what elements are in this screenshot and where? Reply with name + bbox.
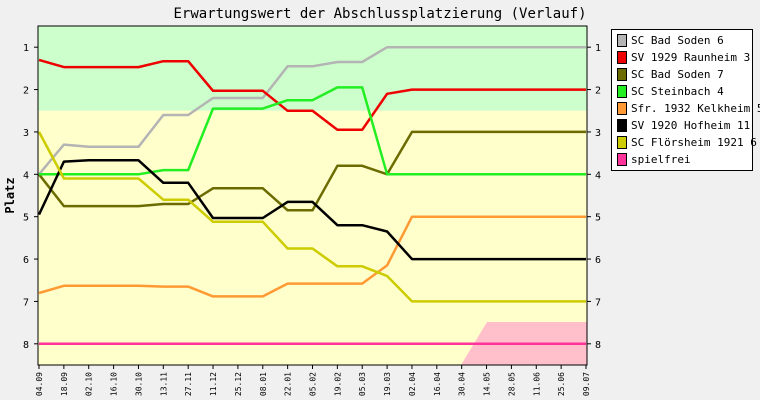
x-tick-label-14: 19.03 — [383, 372, 392, 396]
x-tick-label-8: 25.12 — [234, 372, 243, 396]
legend-label-0: SC Bad Soden 6 — [631, 34, 724, 47]
y-tick-label-right-6: 7 — [595, 297, 601, 308]
legend-item-7: spielfrei — [617, 151, 752, 168]
y-tick-label-right-1: 2 — [595, 86, 601, 97]
x-tick-label-12: 19.02 — [333, 372, 342, 396]
series-line-5 — [37, 159, 586, 261]
x-tick-label-15: 02.04 — [408, 372, 417, 396]
x-tick-label-7: 11.12 — [209, 372, 218, 396]
legend-swatch-4 — [617, 102, 627, 115]
x-tick-label-9: 08.01 — [259, 372, 268, 396]
legend-item-0: SC Bad Soden 6 — [617, 32, 752, 49]
x-tick-label-0: 04.09 — [35, 372, 44, 396]
series-layer — [37, 45, 586, 346]
legend-item-1: SV 1929 Raunheim 3 — [617, 49, 752, 66]
y-tick-label-left-4: 5 — [23, 213, 29, 224]
chart-legend: SC Bad Soden 6 SV 1929 Raunheim 3 SC Bad S… — [611, 29, 760, 171]
legend-swatch-2 — [617, 68, 627, 81]
y-tick-label-right-7: 8 — [595, 340, 601, 351]
series-line-6 — [37, 131, 586, 303]
x-tick-label-22: 09.07 — [582, 372, 591, 396]
legend-item-4: Sfr. 1932 Kelkheim 5 — [617, 100, 760, 117]
series-line-0 — [38, 45, 586, 176]
y-tick-label-left-1: 2 — [23, 86, 29, 97]
x-tick-label-11: 05.02 — [309, 372, 318, 396]
y-tick-label-left-7: 8 — [23, 340, 29, 351]
legend-swatch-3 — [617, 85, 627, 98]
x-tick-label-17: 30.04 — [458, 372, 467, 396]
y-axis-label: Platz — [3, 177, 17, 213]
x-tick-label-20: 11.06 — [532, 372, 541, 396]
legend-swatch-7 — [617, 153, 627, 166]
legend-label-1: SV 1929 Raunheim 3 — [631, 51, 751, 64]
legend-swatch-6 — [617, 136, 627, 149]
legend-label-7: spielfrei — [631, 153, 691, 166]
legend-item-2: SC Bad Soden 7 — [617, 66, 752, 83]
y-tick-label-right-2: 3 — [595, 128, 601, 139]
x-tick-label-1: 18.09 — [60, 372, 69, 396]
x-tick-label-13: 05.03 — [358, 372, 367, 396]
series-line-4 — [38, 215, 586, 298]
legend-swatch-0 — [617, 34, 627, 47]
x-tick-label-16: 16.04 — [433, 372, 442, 396]
legend-item-5: SV 1920 Hofheim 11 — [617, 117, 752, 134]
series-line-1 — [38, 58, 586, 132]
x-tick-label-5: 13.11 — [159, 372, 168, 396]
x-tick-label-10: 22.01 — [284, 372, 293, 396]
y-tick-label-right-3: 4 — [595, 170, 601, 181]
y-tick-label-left-2: 3 — [23, 128, 29, 139]
y-tick-label-right-5: 6 — [595, 255, 601, 266]
zones-layer — [38, 26, 587, 365]
x-tick-label-21: 25.06 — [557, 372, 566, 396]
y-tick-label-left-6: 7 — [23, 297, 29, 308]
x-tick-label-6: 27.11 — [184, 372, 193, 396]
chart-title: Erwartungswert der Abschlussplatzierung … — [173, 6, 586, 22]
legend-label-3: SC Steinbach 4 — [631, 85, 724, 98]
zone-band-0 — [38, 26, 587, 111]
legend-item-3: SC Steinbach 4 — [617, 83, 752, 100]
x-tick-label-2: 02.10 — [85, 372, 94, 396]
legend-swatch-1 — [617, 51, 627, 64]
legend-item-6: SC Flörsheim 1921 6 — [617, 134, 757, 151]
legend-label-6: SC Flörsheim 1921 6 — [631, 136, 757, 149]
y-tick-label-left-3: 4 — [23, 170, 29, 181]
series-line-2 — [38, 130, 586, 212]
y-tick-label-right-0: 1 — [595, 43, 601, 54]
x-tick-label-3: 16.10 — [110, 372, 119, 396]
y-tick-label-left-0: 1 — [23, 43, 29, 54]
legend-label-4: Sfr. 1932 Kelkheim 5 — [631, 102, 760, 115]
y-tick-label-right-4: 5 — [595, 213, 601, 224]
x-tick-label-4: 30.10 — [134, 372, 143, 396]
x-tick-label-18: 14.05 — [483, 372, 492, 396]
series-line-3 — [39, 86, 586, 176]
legend-swatch-5 — [617, 119, 627, 132]
legend-label-2: SC Bad Soden 7 — [631, 68, 724, 81]
legend-label-5: SV 1920 Hofheim 11 — [631, 119, 751, 132]
y-tick-label-left-5: 6 — [23, 255, 29, 266]
x-tick-label-19: 28.05 — [507, 372, 516, 396]
axis-layer: 1 1 2 2 3 3 4 4 5 5 6 6 7 7 8 8 04.09 18.09 02.10 16.10 30.1… — [23, 43, 601, 396]
